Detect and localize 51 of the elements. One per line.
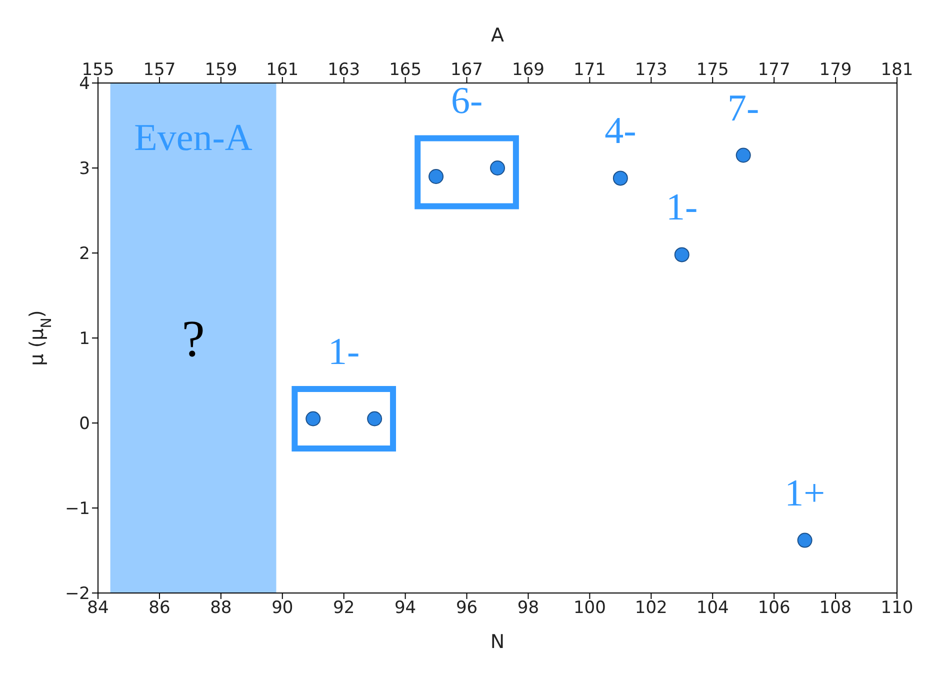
x-tick-label: 108 (819, 598, 852, 618)
x-tick-label: 92 (333, 598, 355, 618)
x-tick-label: 106 (758, 598, 790, 618)
x-tick-label: 88 (210, 598, 232, 618)
x-tick-label: 98 (517, 598, 540, 618)
x2-tick-label: 169 (512, 60, 544, 80)
point (674, 247, 690, 262)
x-axis-title: N (490, 631, 505, 653)
x2-tick-label: 181 (880, 60, 914, 80)
x2-tick-label: 173 (634, 60, 668, 80)
annotation: 1+ (784, 472, 826, 514)
y-tick-label: 2 (79, 244, 90, 264)
point (797, 532, 812, 548)
y-tick-label: −2 (64, 584, 90, 604)
point (612, 170, 628, 186)
x2-tick-label: 171 (573, 60, 606, 80)
x2-axis-title: A (491, 24, 504, 46)
point (367, 411, 382, 426)
x2-tick-label: 161 (266, 60, 299, 80)
x2-tick-label: 177 (758, 60, 790, 80)
x-tick-label: 84 (87, 598, 109, 618)
x2-tick-label: 179 (819, 60, 852, 80)
point (306, 411, 321, 426)
annotation: 1- (666, 186, 698, 229)
x-tick-label: 94 (394, 598, 416, 618)
x-tick-label: 104 (696, 598, 729, 618)
x2-tick-label: 159 (204, 60, 238, 80)
x-tick-label: 110 (880, 598, 914, 618)
x2-tick-label: 167 (450, 60, 483, 80)
point (428, 169, 444, 184)
annotation: 1- (328, 330, 360, 373)
annotation: 4- (604, 110, 636, 152)
x2-tick-label: 157 (143, 60, 176, 80)
x2-tick-label: 175 (696, 60, 729, 80)
x-tick-label: 86 (148, 598, 170, 618)
x-tick-label: 102 (634, 598, 668, 618)
annotation: ? (182, 311, 205, 368)
annotation: 6- (450, 80, 483, 122)
y-tick-label: −1 (64, 499, 90, 520)
y-tick-label: 0 (79, 414, 90, 434)
x-tick-label: 90 (272, 598, 294, 618)
x-tick-label: 96 (456, 598, 478, 618)
point (736, 148, 751, 163)
y-tick-label: 3 (79, 159, 90, 180)
band-label: Even-A (134, 116, 253, 159)
annotation: 7- (728, 87, 760, 130)
y-tick-label: 1 (79, 329, 90, 350)
x2-tick-label: 165 (389, 60, 422, 80)
x2-tick-label: 163 (328, 60, 360, 80)
x-tick-label: 100 (573, 598, 606, 618)
point (490, 160, 505, 176)
